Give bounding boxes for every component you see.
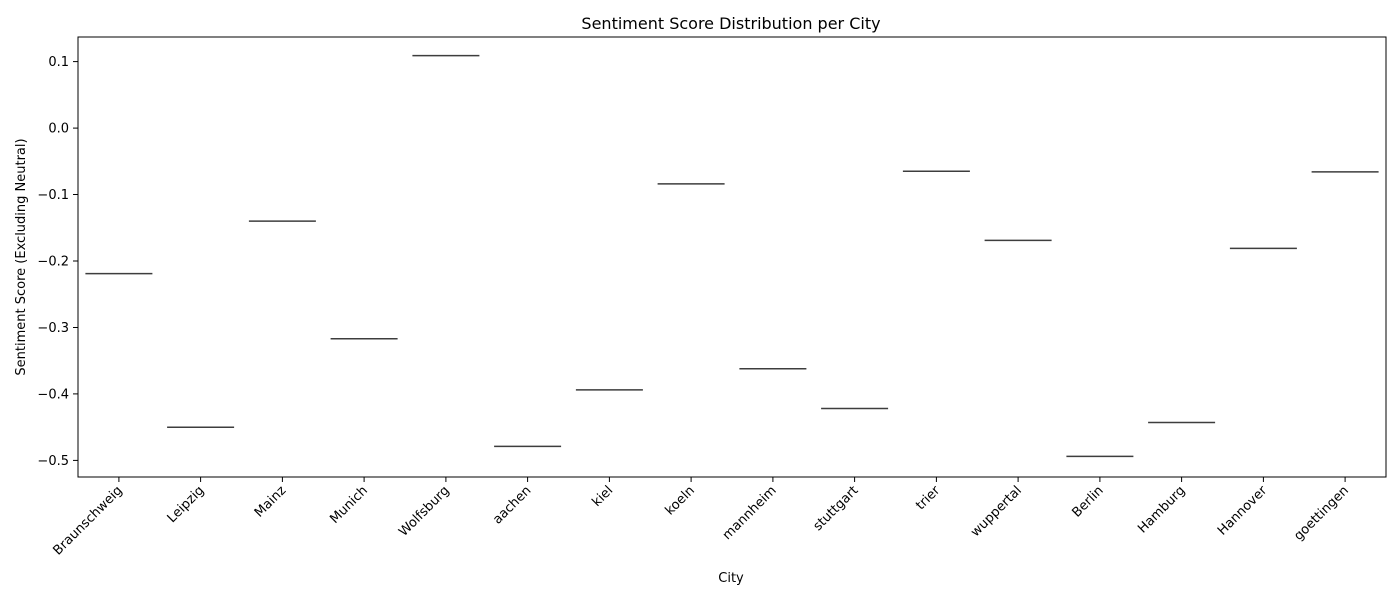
y-axis-label: Sentiment Score (Excluding Neutral) (14, 138, 29, 375)
x-tick-label-wolfsburg: Wolfsburg (396, 483, 452, 539)
y-tick-label: −0.4 (37, 387, 69, 402)
plot-frame (77, 36, 1387, 478)
y-tick-label: 0.0 (48, 122, 69, 137)
x-tick-label-stuttgart: stuttgart (811, 483, 862, 534)
y-tick-label: −0.2 (37, 255, 69, 270)
x-tick-label-hamburg: Hamburg (1135, 483, 1188, 536)
x-tick-label-mainz: Mainz (252, 483, 290, 521)
x-tick-label-berlin: Berlin (1069, 483, 1106, 520)
x-tick-label-mannheim: mannheim (720, 483, 780, 543)
x-tick-label-munich: Munich (327, 483, 371, 527)
y-tick-label: −0.3 (37, 321, 69, 336)
x-tick-label-goettingen: goettingen (1291, 483, 1352, 544)
x-tick-label-wuppertal: wuppertal (968, 483, 1025, 540)
chart-title: Sentiment Score Distribution per City (581, 14, 880, 33)
x-tick-label-aachen: aachen (490, 483, 534, 527)
plot-area: 0.1 0.0 −0.1 −0.2 −0.3 −0.4 −0.5 Braunschweig Le… (37, 36, 1387, 558)
x-tick-label-koeln: koeln (663, 483, 698, 518)
y-tick-label: −0.5 (37, 454, 69, 469)
x-tick-label-trier: trier (913, 483, 943, 513)
x-tick-label-braunschweig: Braunschweig (51, 483, 126, 558)
x-tick-label-kiel: kiel (590, 483, 617, 510)
y-tick-label: −0.1 (37, 188, 69, 203)
x-axis-label: City (718, 571, 744, 586)
x-tick-label-hannover: Hannover (1215, 483, 1271, 539)
y-tick-label: 0.1 (48, 55, 69, 70)
x-tick-label-leipzig: Leipzig (165, 483, 208, 526)
